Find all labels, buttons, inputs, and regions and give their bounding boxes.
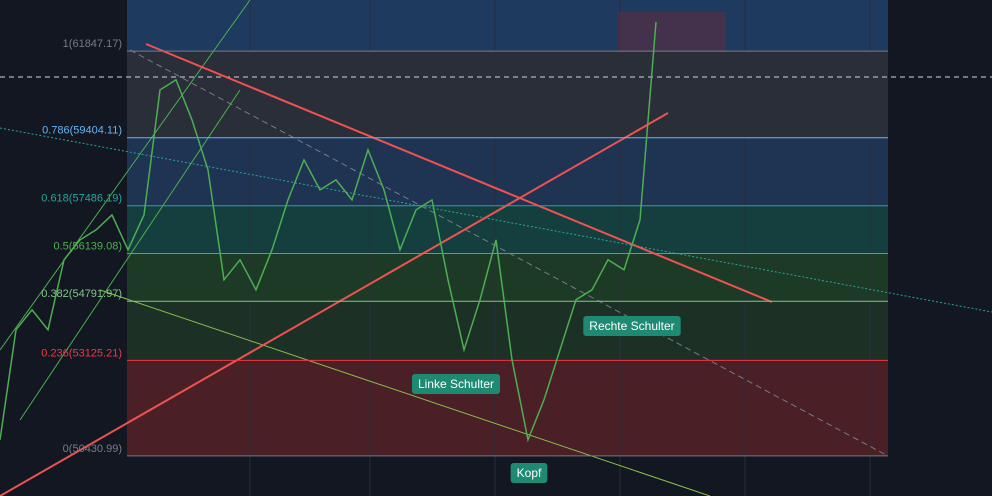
fib-label: 0.618(57486.19) xyxy=(41,193,122,205)
annotation-label: Rechte Schulter xyxy=(589,319,674,333)
trend-line xyxy=(0,127,992,313)
fib-labels: 1(61847.17) 0.786(59404.11) 0.618(57486.19… xyxy=(41,38,122,455)
channel-line xyxy=(19,89,241,421)
price-line xyxy=(0,21,657,443)
fib-bands xyxy=(127,0,888,456)
channel-line xyxy=(99,289,711,496)
support-line xyxy=(0,112,669,496)
fib-band xyxy=(127,137,888,206)
fib-band xyxy=(127,205,888,254)
fib-band xyxy=(127,253,888,302)
annotation-box xyxy=(411,374,501,394)
annotation: Kopf xyxy=(510,463,548,483)
fib-band xyxy=(127,360,888,456)
fib-label: 0.5(56139.08) xyxy=(54,240,123,252)
fib-label: 0(50430.99) xyxy=(63,443,122,455)
channel-line xyxy=(0,0,251,351)
fib-band xyxy=(127,51,888,138)
fib-label: 0.786(59404.11) xyxy=(42,125,122,137)
annotation-label: Kopf xyxy=(517,466,542,480)
annotation-label: Linke Schulter xyxy=(418,377,494,391)
resistance-line xyxy=(145,43,773,303)
annotation-box xyxy=(583,316,681,336)
annotation: Rechte Schulter xyxy=(583,316,681,336)
fib-label: 0.236(53125.21) xyxy=(41,347,122,359)
annotation-box xyxy=(510,463,548,483)
annotations: Linke Schulter Kopf Rechte Schulter xyxy=(411,316,681,483)
target-box xyxy=(618,12,726,52)
fib-band xyxy=(127,0,888,52)
annotation: Linke Schulter xyxy=(411,374,501,394)
trend-line xyxy=(129,49,889,457)
fib-label: 0.382(54791.97) xyxy=(41,288,122,300)
fib-label: 1(61847.17) xyxy=(63,38,122,50)
grid xyxy=(249,0,871,496)
